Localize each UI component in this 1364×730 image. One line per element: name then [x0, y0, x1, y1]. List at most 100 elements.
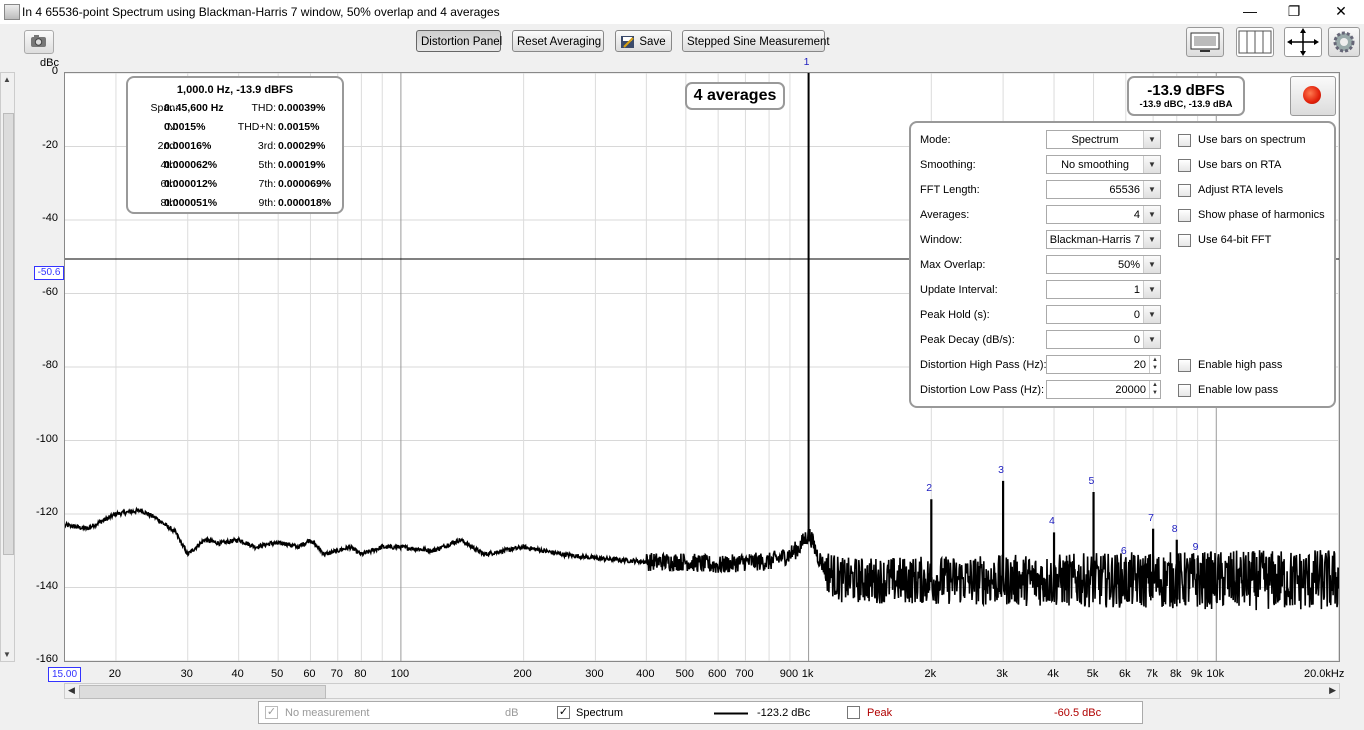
enable-high-pass-label: Enable high pass	[1198, 359, 1283, 371]
chevron-down-icon[interactable]: ▼	[1143, 156, 1160, 173]
low-pass-field[interactable]: 20000 ▲ ▼	[1046, 380, 1161, 399]
harmonic-label: 5	[1088, 474, 1095, 487]
horizontal-scroll-thumb[interactable]	[79, 685, 326, 699]
scroll-left-arrow-icon[interactable]: ◀	[68, 685, 75, 695]
spectrum-label: Spectrum	[576, 707, 624, 719]
y-tick-label: -160	[35, 653, 58, 665]
record-button[interactable]	[1290, 76, 1336, 116]
high-pass-value: 20	[1133, 359, 1146, 371]
x-tick-label: 9k	[1190, 668, 1203, 680]
stepped-sine-button[interactable]: Stepped Sine Measurement	[682, 30, 830, 52]
averages-select[interactable]: 4 ▼	[1046, 205, 1161, 224]
readout-label: 6th:	[160, 178, 178, 190]
readout-label: THD:	[251, 102, 277, 114]
distortion-panel-button[interactable]: Distortion Panel	[416, 30, 502, 52]
peak-decay-value: 0	[1133, 334, 1140, 346]
smoothing-value: No smoothing	[1061, 159, 1129, 171]
max-overlap-value: 50%	[1117, 259, 1140, 271]
reset-averaging-button[interactable]: Reset Averaging	[512, 30, 604, 52]
monitor-icon	[1190, 32, 1220, 52]
view-single-button[interactable]	[1186, 27, 1224, 57]
y-tick-label: -80	[42, 359, 58, 371]
enable-low-pass-checkbox[interactable]	[1178, 384, 1191, 397]
window-select[interactable]: Blackman-Harris 7 ▼	[1046, 230, 1161, 249]
stepper-arrows-icon[interactable]: ▲ ▼	[1149, 381, 1160, 398]
show-phase-checkbox[interactable]	[1178, 209, 1191, 222]
scroll-up-arrow-icon[interactable]: ▲	[3, 75, 11, 84]
y-tick-label: -140	[35, 579, 58, 592]
max-overlap-select[interactable]: 50% ▼	[1046, 255, 1161, 274]
vertical-scroll-thumb[interactable]	[3, 113, 14, 555]
bars-on-rta-checkbox[interactable]	[1178, 159, 1191, 172]
x-tick-label: 2k	[924, 668, 937, 680]
spectrum-checkbox[interactable]: ✓	[557, 706, 570, 719]
app-icon	[4, 4, 20, 20]
averages-label: Averages:	[920, 209, 970, 221]
maximize-button[interactable]: ❐	[1287, 3, 1301, 19]
readout-value: 0.000062%	[164, 159, 218, 171]
peak-value: -60.5 dBc	[1054, 707, 1102, 719]
smoothing-label: Smoothing:	[920, 159, 976, 171]
bars-on-spectrum-checkbox[interactable]	[1178, 134, 1191, 147]
fit-axes-button[interactable]	[1284, 27, 1322, 57]
chevron-down-icon[interactable]: ▼	[1143, 231, 1160, 248]
harmonic-label: 2	[926, 482, 933, 495]
camera-button[interactable]	[24, 30, 54, 54]
harmonic-label: 4	[1049, 515, 1055, 528]
update-interval-select[interactable]: 1 ▼	[1046, 280, 1161, 299]
smoothing-select[interactable]: No smoothing ▼	[1046, 155, 1161, 174]
y-tick-label: -40	[42, 212, 58, 224]
minimize-button[interactable]: —	[1243, 3, 1257, 19]
horizontal-scrollbar[interactable]: ◀ ▶	[64, 683, 1340, 699]
legend-bar: ✓ No measurement dB ✓ Spectrum -123.2 dB…	[258, 701, 1143, 724]
readout-value: 0.000069%	[278, 178, 332, 190]
chevron-down-icon[interactable]: ▼	[1143, 206, 1160, 223]
save-button[interactable]: Save	[615, 30, 672, 52]
chevron-down-icon[interactable]: ▼	[1143, 256, 1160, 273]
peak-hold-label: Peak Hold (s):	[920, 309, 990, 321]
adjust-rta-checkbox[interactable]	[1178, 184, 1191, 197]
fft-length-select[interactable]: 65536 ▼	[1046, 180, 1161, 199]
harmonic-label: 7	[1148, 511, 1154, 524]
x-tick-label: 400	[636, 668, 655, 680]
fft-length-value: 65536	[1109, 184, 1140, 196]
harmonic-label: 3	[998, 463, 1004, 476]
fft64-checkbox[interactable]	[1178, 234, 1191, 247]
scroll-down-arrow-icon[interactable]: ▼	[3, 650, 11, 659]
y-unit-label: dBc	[40, 57, 59, 69]
no-measurement-checkbox[interactable]: ✓	[265, 706, 278, 719]
chevron-down-icon[interactable]: ▼	[1143, 181, 1160, 198]
chevron-down-icon[interactable]: ▼	[1143, 131, 1160, 148]
x-tick-label: 60	[303, 668, 316, 680]
peak-hold-select[interactable]: 0 ▼	[1046, 305, 1161, 324]
x-tick-label: 500	[675, 668, 695, 680]
show-phase-label: Show phase of harmonics	[1198, 209, 1325, 221]
stepper-arrows-icon[interactable]: ▲ ▼	[1149, 356, 1160, 373]
readout-value: 0.00039%	[278, 102, 326, 114]
fft-length-label: FFT Length:	[920, 184, 980, 196]
window-titlebar: In 4 65536-point Spectrum using Blackman…	[0, 0, 1364, 24]
readout-label: THD+N:	[237, 121, 276, 133]
cursor-frequency-readout: 15.00	[48, 667, 81, 682]
enable-low-pass-label: Enable low pass	[1198, 384, 1279, 396]
vertical-scrollbar[interactable]: ▲ ▼	[0, 72, 15, 662]
chevron-down-icon[interactable]: ▼	[1143, 281, 1160, 298]
x-tick-label: 900	[779, 668, 799, 680]
chevron-down-icon[interactable]: ▼	[1143, 331, 1160, 348]
readout-label: N:	[167, 121, 179, 133]
peak-checkbox[interactable]	[847, 706, 860, 719]
enable-high-pass-checkbox[interactable]	[1178, 359, 1191, 372]
update-interval-label: Update Interval:	[920, 284, 998, 296]
settings-button[interactable]	[1328, 27, 1360, 57]
high-pass-field[interactable]: 20 ▲ ▼	[1046, 355, 1161, 374]
chevron-down-icon[interactable]: ▼	[1143, 306, 1160, 323]
readout-value: 0.0015%	[278, 121, 320, 133]
x-tick-label: 50	[271, 668, 284, 680]
x-tick-label: 200	[513, 668, 532, 680]
close-button[interactable]: ✕	[1335, 3, 1347, 19]
mode-select[interactable]: Spectrum ▼	[1046, 130, 1161, 149]
scroll-right-arrow-icon[interactable]: ▶	[1329, 685, 1336, 695]
x-tick-label: 20	[108, 668, 122, 680]
view-grid-button[interactable]	[1236, 27, 1274, 57]
peak-decay-select[interactable]: 0 ▼	[1046, 330, 1161, 349]
